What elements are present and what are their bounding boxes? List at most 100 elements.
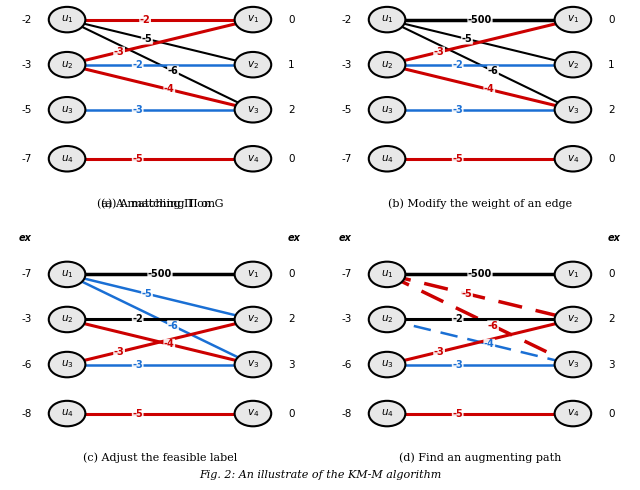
Text: $u_2$: $u_2$ <box>381 314 394 325</box>
Circle shape <box>235 7 271 32</box>
Text: -3: -3 <box>114 47 125 57</box>
Text: -2: -2 <box>452 60 463 70</box>
Circle shape <box>235 146 271 171</box>
Text: (b) Modify the weight of an edge: (b) Modify the weight of an edge <box>388 198 572 209</box>
Text: (c) Adjust the feasible label: (c) Adjust the feasible label <box>83 453 237 464</box>
Text: (d) Find an augmenting path: (d) Find an augmenting path <box>399 453 561 464</box>
Text: 0: 0 <box>288 15 294 24</box>
Text: -7: -7 <box>342 154 352 164</box>
Text: ex: ex <box>19 233 32 243</box>
Text: -6: -6 <box>168 66 179 76</box>
Text: -5: -5 <box>461 34 472 44</box>
Circle shape <box>235 52 271 77</box>
Text: $u_1$: $u_1$ <box>381 269 394 280</box>
Text: -2: -2 <box>132 315 143 324</box>
Text: 0: 0 <box>608 15 614 24</box>
Text: -3: -3 <box>434 47 445 57</box>
Circle shape <box>555 146 591 171</box>
Circle shape <box>49 262 85 287</box>
Text: $v_1$: $v_1$ <box>247 269 259 280</box>
Circle shape <box>555 352 591 377</box>
Circle shape <box>555 97 591 122</box>
Text: 0: 0 <box>288 409 294 418</box>
Text: -4: -4 <box>164 84 175 95</box>
Text: $u_2$: $u_2$ <box>381 59 394 71</box>
Text: $v_3$: $v_3$ <box>247 104 259 116</box>
Text: 3: 3 <box>608 360 615 369</box>
Circle shape <box>49 7 85 32</box>
Circle shape <box>369 352 405 377</box>
Text: -5: -5 <box>22 105 32 115</box>
Text: -8: -8 <box>22 409 32 418</box>
Circle shape <box>555 7 591 32</box>
Text: $u_1$: $u_1$ <box>61 269 74 280</box>
Text: -3: -3 <box>22 60 32 70</box>
Circle shape <box>555 262 591 287</box>
Text: $u_2$: $u_2$ <box>61 314 74 325</box>
Text: 3: 3 <box>288 360 295 369</box>
Text: 1: 1 <box>608 60 615 70</box>
Text: -7: -7 <box>22 154 32 164</box>
Text: -3: -3 <box>452 105 463 115</box>
Text: 2: 2 <box>288 315 295 324</box>
Circle shape <box>369 307 405 332</box>
Text: $u_1$: $u_1$ <box>61 14 74 25</box>
Circle shape <box>235 401 271 426</box>
Text: $u_3$: $u_3$ <box>381 359 394 370</box>
Text: $u_4$: $u_4$ <box>381 408 394 419</box>
Text: $u_3$: $u_3$ <box>61 104 74 116</box>
Text: -3: -3 <box>342 315 352 324</box>
Text: -4: -4 <box>484 339 495 349</box>
Text: $v_4$: $v_4$ <box>247 153 259 165</box>
Text: -3: -3 <box>434 347 445 357</box>
Text: -6: -6 <box>342 360 352 369</box>
Text: -6: -6 <box>488 321 499 331</box>
Text: 2: 2 <box>608 315 615 324</box>
Text: -7: -7 <box>342 270 352 279</box>
Text: $v_4$: $v_4$ <box>567 408 579 419</box>
Text: Fig. 2: An illustrate of the KM-M algorithm: Fig. 2: An illustrate of the KM-M algori… <box>199 470 441 480</box>
Circle shape <box>369 262 405 287</box>
Circle shape <box>369 7 405 32</box>
Text: $v_1$: $v_1$ <box>567 269 579 280</box>
Text: $v_3$: $v_3$ <box>247 359 259 370</box>
Text: $u_1$: $u_1$ <box>381 14 394 25</box>
Text: 0: 0 <box>288 270 294 279</box>
Text: $v_4$: $v_4$ <box>247 408 259 419</box>
Text: 0: 0 <box>608 409 614 418</box>
Text: -3: -3 <box>452 360 463 369</box>
Text: -2: -2 <box>452 315 463 324</box>
Text: 1: 1 <box>288 60 295 70</box>
Text: -4: -4 <box>484 84 495 95</box>
Circle shape <box>235 352 271 377</box>
Circle shape <box>235 307 271 332</box>
Circle shape <box>49 97 85 122</box>
Circle shape <box>49 146 85 171</box>
Text: -500: -500 <box>148 270 172 279</box>
Text: $v_2$: $v_2$ <box>567 314 579 325</box>
Text: $v_2$: $v_2$ <box>247 314 259 325</box>
Text: -6: -6 <box>168 321 179 331</box>
Text: 0: 0 <box>608 154 614 164</box>
Text: -5: -5 <box>461 289 472 299</box>
Text: (a) A matching Π on: (a) A matching Π on <box>101 198 219 209</box>
Text: -3: -3 <box>22 315 32 324</box>
Text: 0: 0 <box>608 270 614 279</box>
Text: -2: -2 <box>140 15 150 24</box>
Text: $v_2$: $v_2$ <box>567 59 579 71</box>
Text: -6: -6 <box>488 66 499 76</box>
Text: $v_1$: $v_1$ <box>247 14 259 25</box>
Circle shape <box>369 52 405 77</box>
Text: -3: -3 <box>342 60 352 70</box>
Circle shape <box>555 401 591 426</box>
Circle shape <box>369 97 405 122</box>
Circle shape <box>49 401 85 426</box>
Text: $u_4$: $u_4$ <box>381 153 394 165</box>
Circle shape <box>49 52 85 77</box>
Text: $v_1$: $v_1$ <box>567 14 579 25</box>
Text: -2: -2 <box>342 15 352 24</box>
Text: -7: -7 <box>22 270 32 279</box>
Text: $v_2$: $v_2$ <box>247 59 259 71</box>
Text: -3: -3 <box>114 347 125 357</box>
Text: -2: -2 <box>132 60 143 70</box>
